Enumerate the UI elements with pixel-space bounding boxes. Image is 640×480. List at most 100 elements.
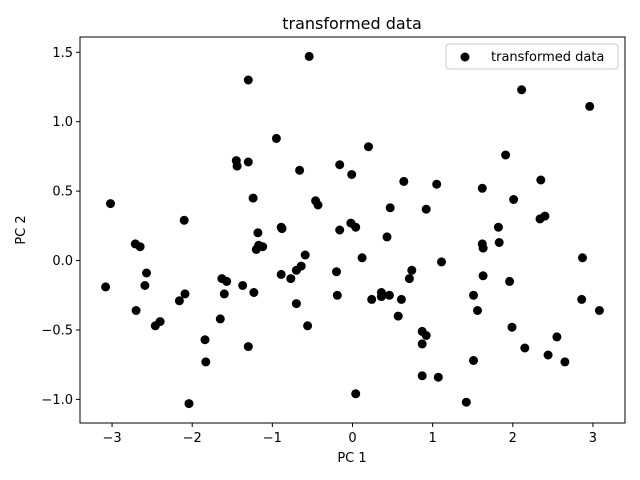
legend-box <box>445 43 619 70</box>
x-tick-label: −1 <box>263 431 282 446</box>
chart-title: transformed data <box>282 14 422 33</box>
data-point <box>248 193 258 203</box>
data-point <box>180 289 190 299</box>
data-point <box>469 356 478 365</box>
x-tick-label: 0 <box>348 431 356 446</box>
data-point <box>501 150 511 160</box>
data-point <box>437 257 446 267</box>
data-point <box>494 238 504 247</box>
data-point <box>478 271 488 281</box>
data-point <box>101 282 111 292</box>
data-point <box>536 175 546 185</box>
data-point <box>433 372 443 382</box>
data-point <box>393 311 403 321</box>
x-tick-label: 2 <box>509 431 517 446</box>
data-point <box>473 306 482 315</box>
data-point <box>347 170 357 179</box>
data-point <box>351 222 361 232</box>
data-point <box>461 397 471 407</box>
data-point <box>332 267 341 277</box>
data-point <box>304 51 314 61</box>
data-point <box>232 161 242 171</box>
data-point <box>155 317 165 327</box>
data-point <box>351 389 361 399</box>
data-point <box>140 281 150 290</box>
data-point <box>577 294 587 304</box>
x-tick-label: 3 <box>589 431 597 446</box>
data-point <box>142 268 151 278</box>
data-point <box>249 288 259 297</box>
data-point <box>421 331 431 340</box>
data-point <box>271 133 281 143</box>
data-point <box>578 253 587 263</box>
data-point <box>417 371 427 381</box>
data-point <box>335 225 345 235</box>
data-point <box>258 242 268 252</box>
x-axis-ticks: −3 −2 −1 0 1 2 3 <box>102 423 597 446</box>
data-point <box>303 321 313 331</box>
data-point <box>219 289 229 299</box>
data-point <box>364 142 373 152</box>
data-point <box>505 276 515 286</box>
x-axis-label: PC 1 <box>337 451 366 466</box>
data-point <box>243 157 253 167</box>
data-point <box>382 232 392 242</box>
data-point <box>184 399 194 409</box>
data-point <box>332 290 342 300</box>
x-tick-label: 1 <box>429 431 437 446</box>
axes-frame <box>79 36 626 424</box>
data-point <box>478 243 488 253</box>
data-point <box>135 242 145 252</box>
y-tick-label: −1.0 <box>41 393 73 408</box>
data-point <box>291 299 301 309</box>
data-point <box>543 350 553 360</box>
data-points <box>101 51 604 409</box>
data-point <box>469 290 478 300</box>
data-point <box>509 195 519 204</box>
data-point <box>238 281 248 290</box>
data-point <box>253 228 263 238</box>
data-point <box>493 222 503 232</box>
data-point <box>313 200 323 210</box>
data-point <box>407 265 417 275</box>
data-point <box>335 160 345 170</box>
data-point <box>507 322 517 332</box>
data-point <box>106 199 115 209</box>
data-point <box>200 335 210 345</box>
data-point <box>179 215 189 225</box>
y-tick-label: 1.0 <box>52 115 73 130</box>
data-point <box>517 85 527 95</box>
data-point <box>585 101 595 111</box>
data-point <box>384 290 394 300</box>
y-tick-label: −0.5 <box>41 323 73 338</box>
y-tick-label: 0.0 <box>52 254 73 269</box>
x-tick-label: −2 <box>183 431 202 446</box>
data-point <box>215 314 225 324</box>
x-tick-label: −3 <box>102 431 121 446</box>
data-point <box>131 306 141 315</box>
data-point <box>277 224 287 234</box>
data-point <box>385 203 395 213</box>
data-point <box>520 343 530 353</box>
data-point <box>432 179 442 189</box>
data-point <box>201 357 211 367</box>
data-point <box>540 211 550 221</box>
data-point <box>376 292 386 302</box>
data-point <box>286 274 296 284</box>
data-point <box>174 296 184 306</box>
data-point <box>367 294 377 304</box>
data-point <box>560 357 570 367</box>
data-point <box>296 261 306 271</box>
data-point <box>295 165 305 175</box>
y-tick-label: 1.5 <box>52 46 73 61</box>
data-point <box>477 183 487 193</box>
data-point <box>276 269 286 279</box>
data-point <box>243 75 253 85</box>
data-point <box>399 176 409 186</box>
data-point <box>404 274 414 284</box>
y-tick-label: 0.5 <box>52 185 73 200</box>
data-point <box>300 250 310 260</box>
data-point <box>594 306 604 315</box>
